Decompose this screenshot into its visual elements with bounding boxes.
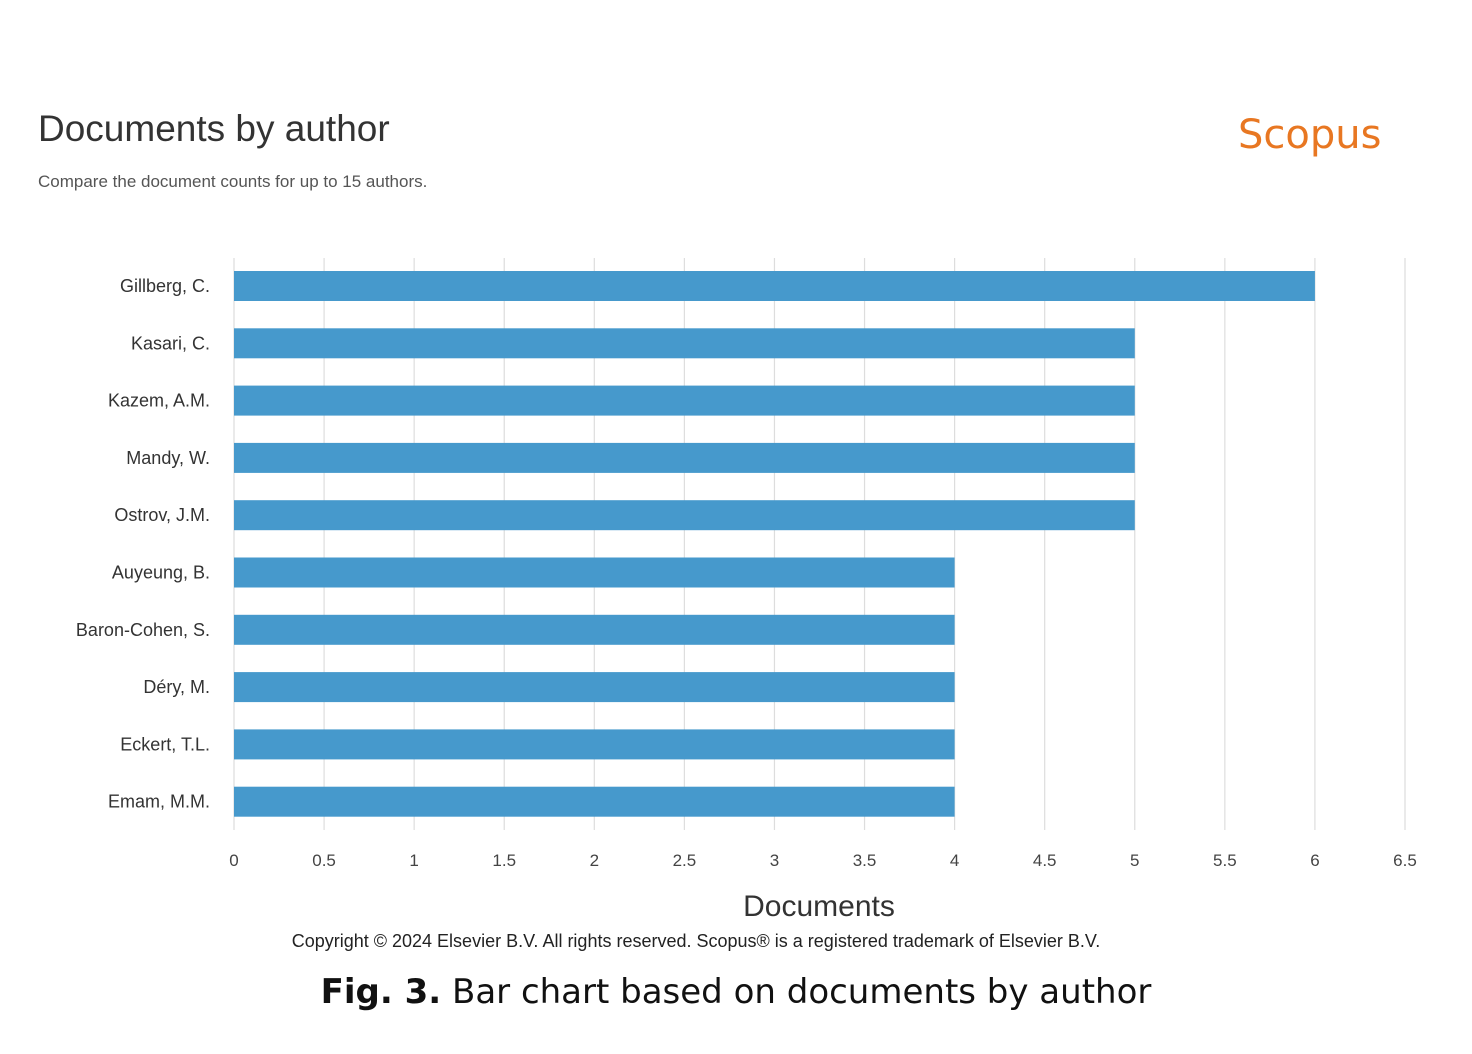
x-tick-label: 6.5	[1393, 851, 1417, 870]
bar	[234, 786, 955, 817]
y-category-label: Ostrov, J.M.	[114, 505, 210, 525]
bar	[234, 672, 955, 703]
x-tick-label: 0.5	[312, 851, 336, 870]
bar	[234, 614, 955, 645]
x-tick-label: 2	[590, 851, 599, 870]
x-tick-label: 5	[1130, 851, 1139, 870]
chart-title: Documents by author	[38, 108, 390, 149]
figure-caption-text: Bar chart based on documents by author	[441, 972, 1152, 1012]
y-category-label: Emam, M.M.	[108, 792, 210, 812]
bar	[234, 729, 955, 760]
y-category-label: Auyeung, B.	[112, 563, 210, 583]
bar-chart: 0 0.5 1 1.5 2 2.5 3 3.5 4 4.5 5 5.5 6 6.5 Gillberg, C.…	[76, 258, 1417, 923]
figure-caption: Fig. 3. Bar chart based on documents by …	[0, 972, 1472, 1012]
y-category-label: Mandy, W.	[126, 448, 210, 468]
x-tick-label: 1.5	[492, 851, 516, 870]
y-category-label: Baron-Cohen, S.	[76, 620, 210, 640]
figure-caption-label: Fig. 3.	[320, 972, 442, 1012]
bar	[234, 442, 1135, 473]
bar	[234, 557, 955, 588]
x-tick-label: 4	[950, 851, 959, 870]
y-category-label: Kazem, A.M.	[108, 391, 210, 411]
scopus-logo: Scopus	[1238, 112, 1382, 158]
x-tick-label: 3	[770, 851, 779, 870]
x-tick-label: 3.5	[853, 851, 877, 870]
y-category-label: Gillberg, C.	[120, 276, 210, 296]
chart-subtitle: Compare the document counts for up to 15…	[38, 172, 428, 191]
copyright-notice: Copyright © 2024 Elsevier B.V. All right…	[291, 931, 1101, 951]
x-tick-label: 2.5	[673, 851, 697, 870]
bar	[234, 328, 1135, 359]
x-tick-label: 0	[229, 851, 238, 870]
x-tick-label: 1	[409, 851, 418, 870]
x-tick-label: 5.5	[1213, 851, 1237, 870]
bar	[234, 500, 1135, 531]
y-category-label: Kasari, C.	[131, 333, 210, 353]
y-category-label: Eckert, T.L.	[120, 734, 210, 754]
bar	[234, 271, 1315, 301]
x-tick-label: 4.5	[1033, 851, 1057, 870]
bar	[234, 385, 1135, 416]
x-axis-title: Documents	[743, 890, 895, 923]
y-category-label: Déry, M.	[143, 677, 210, 697]
x-tick-label: 6	[1310, 851, 1319, 870]
